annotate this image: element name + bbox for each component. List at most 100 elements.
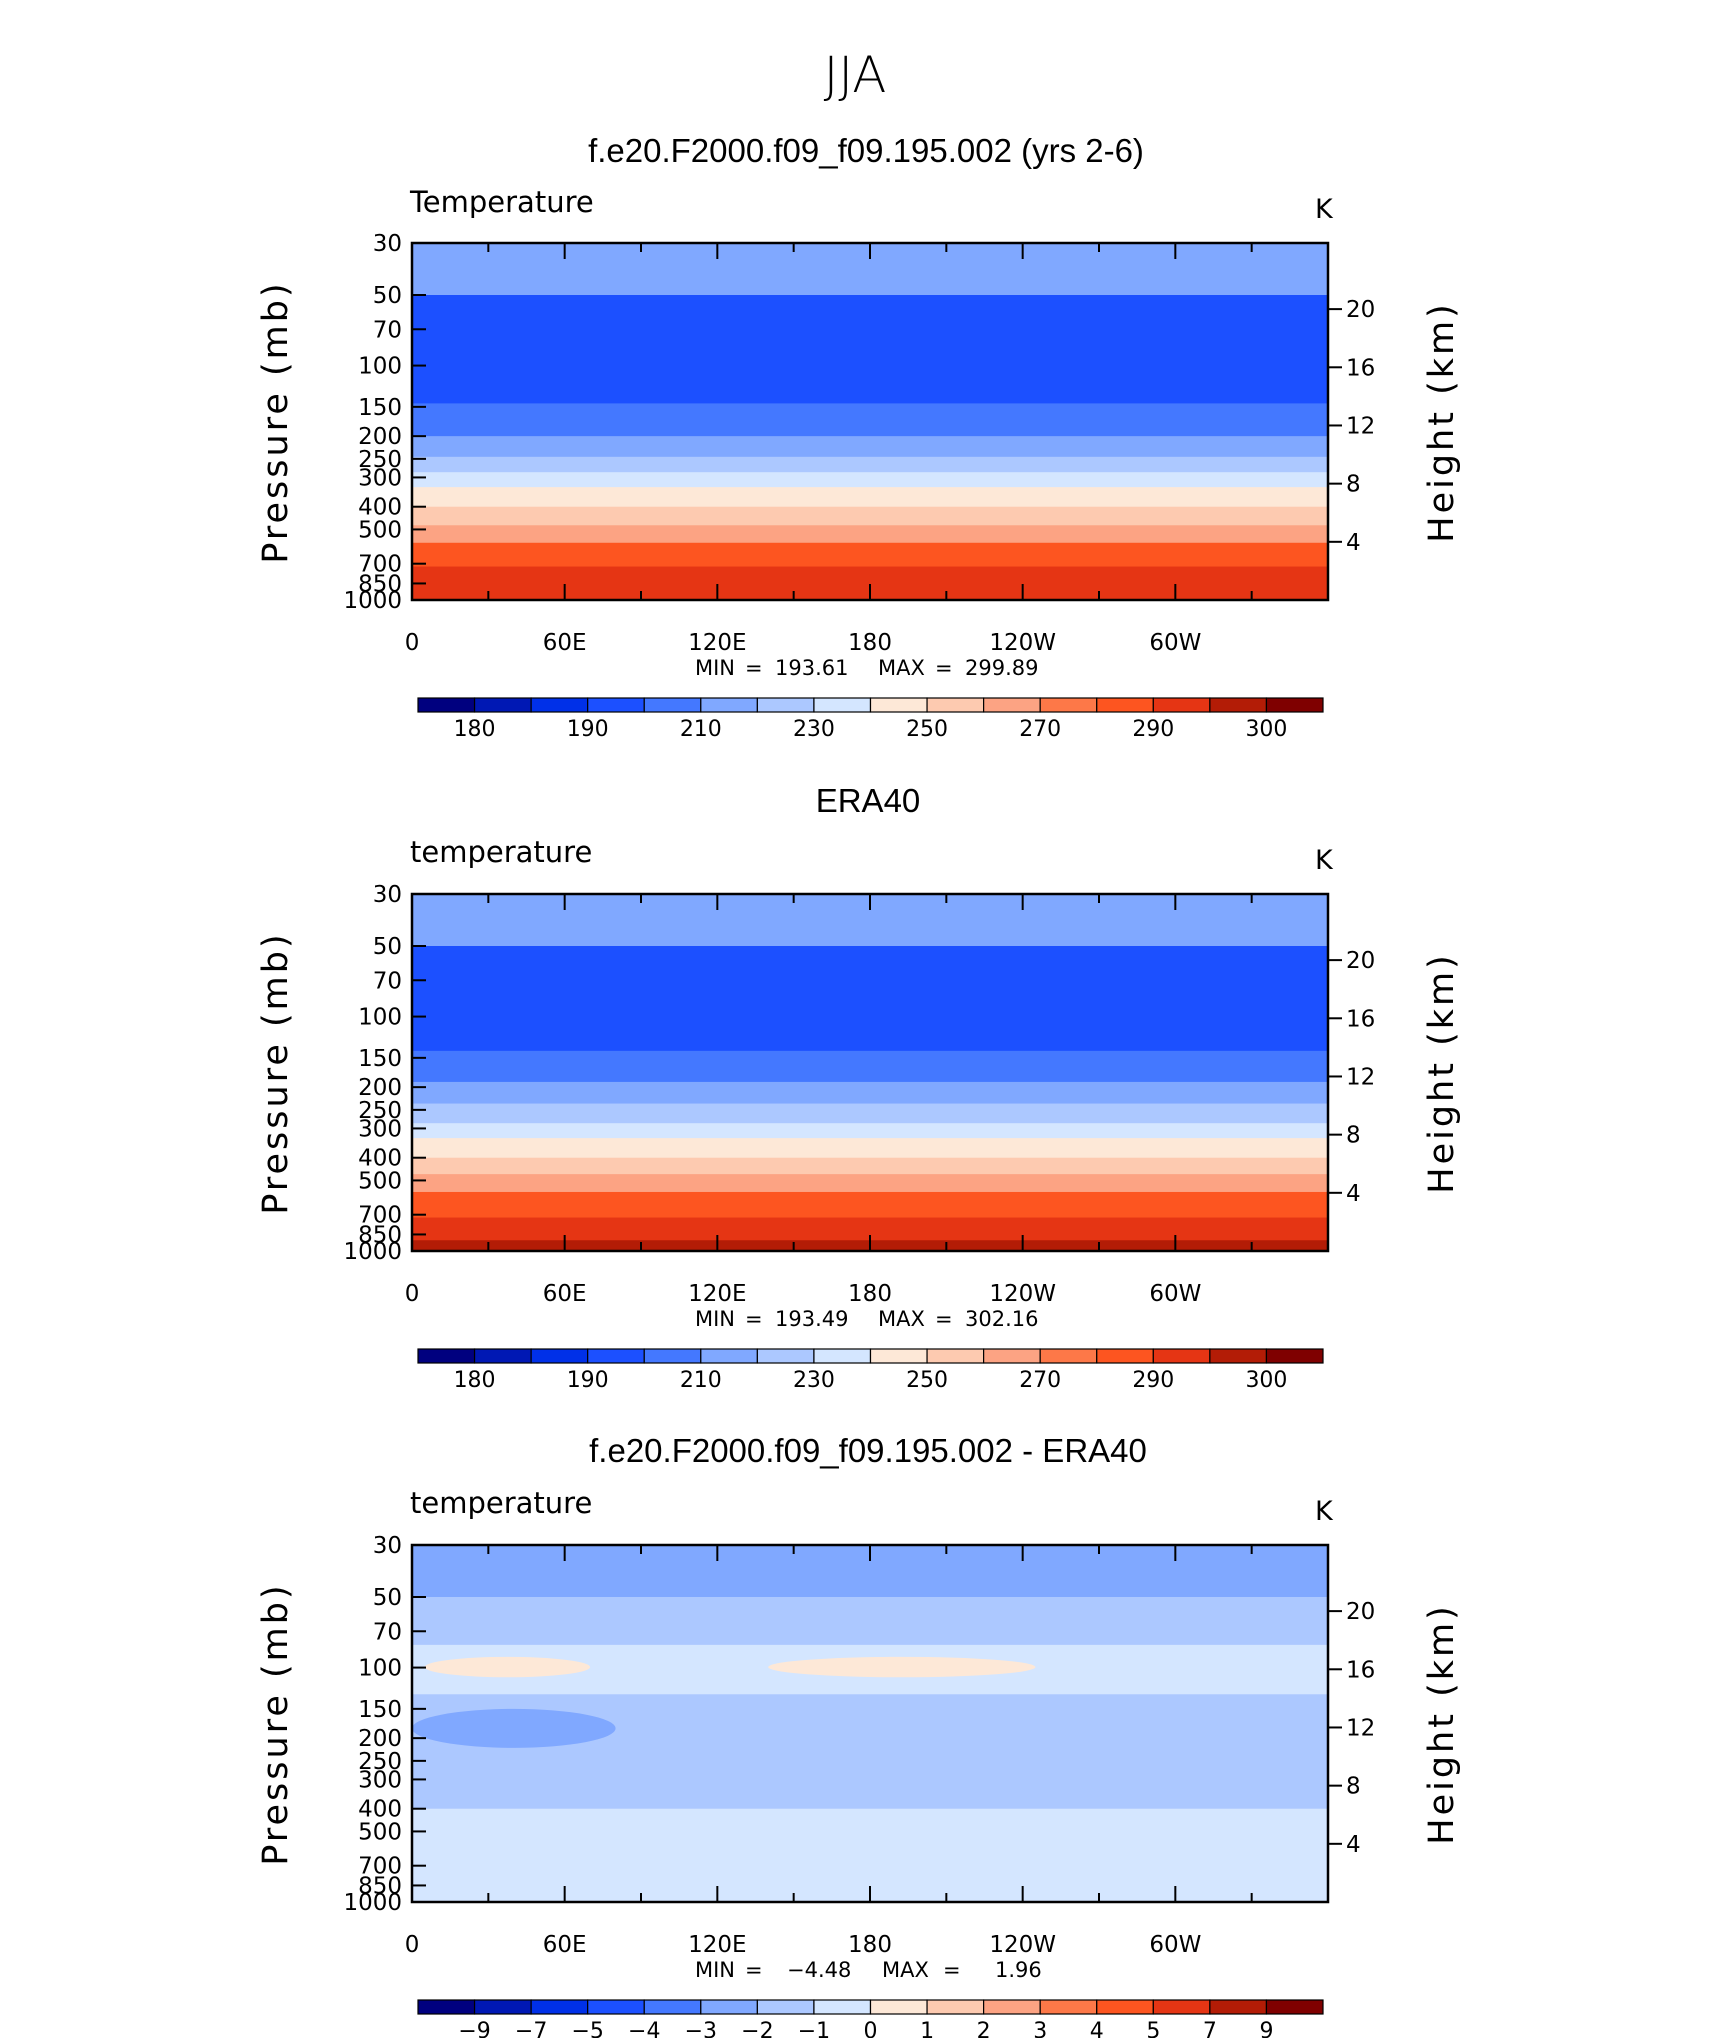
panel-3-min-label: MIN: [695, 1958, 735, 1982]
panel-1-cbar-box-6: [756, 697, 815, 713]
panel-1-band-1: [412, 295, 1328, 367]
panel-1-cbar-box-12: [1096, 697, 1154, 713]
panel-1-band-6: [412, 472, 1328, 488]
panel-2-xlabel-2: 120E: [688, 1281, 746, 1307]
panel-1-variable: Temperature: [409, 185, 594, 219]
panel-3-cbar-box-1: [473, 1999, 532, 2015]
panel-3-cbar-label-4: −3: [685, 2019, 717, 2038]
panel-1-ylabel-0: 30: [373, 231, 402, 257]
panel-3-cbar-label-13: 7: [1203, 2019, 1217, 2038]
panel-1-band-5: [412, 456, 1328, 473]
panel-3-cbar-box-10: [983, 1999, 1041, 2015]
panel-3-max-eq: =: [943, 1958, 961, 1982]
panel-3-cbar-box-2: [530, 1999, 589, 2015]
panel-3-cbar-box-14: [1209, 1999, 1268, 2015]
panel-1-xlabel-5: 60W: [1149, 630, 1201, 656]
panel-3-cbar-box-13: [1152, 1999, 1211, 2015]
panel-3-xlabel-1: 60E: [543, 1932, 587, 1958]
panel-2-min-value: 193.49: [775, 1307, 848, 1331]
panel-1-cbar-box-5: [700, 697, 758, 713]
panel-1-cbar-box-0: [417, 697, 476, 713]
panel-3-cbar-label-1: −7: [515, 2019, 547, 2038]
panel-1-title: f.e20.F2000.f09_f09.195.002 (yrs 2-6): [588, 132, 1144, 169]
panel-3-feature-0: [424, 1656, 591, 1678]
panel-2: ERA40 temperature K 0 60E 120E 180 120W 60W 30…: [256, 782, 1462, 1393]
panel-3-band-1: [412, 1597, 1328, 1646]
panel-1-band-3: [412, 403, 1328, 437]
panel-1-cbar-box-10: [983, 697, 1041, 713]
panel-2-y2label-4: 4: [1346, 1181, 1361, 1207]
panel-2-y2-label: Height (km): [1422, 952, 1462, 1194]
panel-1-ylabel-4: 150: [358, 395, 402, 421]
panel-3-ylabel-8: 400: [358, 1797, 402, 1823]
panel-2-band-8: [412, 1157, 1328, 1175]
panel-1-ylabel-8: 400: [358, 495, 402, 521]
panel-3-ylabel-0: 30: [373, 1533, 402, 1559]
panel-2-units: K: [1315, 845, 1334, 876]
panel-2-ylabel-4: 150: [358, 1046, 402, 1072]
panel-2-xlabel-0: 0: [405, 1281, 420, 1307]
panel-3-ylabel-10: 700: [358, 1854, 402, 1880]
panel-3-min-value: −4.48: [787, 1958, 851, 1982]
panel-3-cbar-box-4: [643, 1999, 702, 2015]
panel-1-colorbar: 180 190 210 230 250 270 290 300: [417, 697, 1324, 742]
panel-3-cbar-label-9: 2: [977, 2019, 991, 2038]
panel-1-cbar-box-13: [1152, 697, 1211, 713]
panel-3-y2label-3: 8: [1346, 1774, 1361, 1800]
panel-1-ylabel-6: 250: [358, 447, 402, 473]
panel-2-ylabel-8: 400: [358, 1146, 402, 1172]
panel-1-cbar-box-3: [587, 697, 645, 713]
panel-3-feature-2: [412, 1708, 616, 1748]
panel-3-cbar-label-8: 1: [920, 2019, 934, 2038]
panel-3-cbar-label-2: −5: [571, 2019, 603, 2038]
panel-1-ylabel-2: 70: [373, 317, 402, 343]
panel-2-cbar-label-2: 210: [680, 1368, 722, 1393]
panel-1-y2label-3: 8: [1346, 472, 1361, 498]
panel-1-band-4: [412, 436, 1328, 458]
panel-2-cbar-box-11: [1039, 1348, 1098, 1364]
panel-2-cbar-label-4: 250: [906, 1368, 948, 1393]
panel-3-stats: MIN = −4.48 MAX = 1.96: [695, 1958, 1042, 1982]
panel-1: f.e20.F2000.f09_f09.195.002 (yrs 2-6) Te…: [256, 132, 1462, 742]
panel-2-ylabel-11: 850: [358, 1222, 402, 1248]
panel-2-xlabel-1: 60E: [543, 1281, 587, 1307]
panel-1-cbar-label-4: 250: [906, 717, 948, 742]
panel-2-ylabel-1: 50: [373, 934, 402, 960]
panel-3-cbar-label-12: 5: [1146, 2019, 1160, 2038]
panel-3-cbar-box-6: [756, 1999, 815, 2015]
panel-1-cbar-label-0: 180: [454, 717, 496, 742]
panel-2-y2label-3: 8: [1346, 1123, 1361, 1149]
panel-1-y2label-2: 12: [1346, 413, 1375, 439]
panel-1-xlabel-4: 120W: [989, 630, 1056, 656]
panel-2-cbar-box-14: [1209, 1348, 1268, 1364]
panel-1-band-9: [412, 525, 1328, 544]
panel-3-xlabel-3: 180: [848, 1932, 892, 1958]
panel-1-ylabel-1: 50: [373, 283, 402, 309]
panel-3-cbar-box-8: [869, 1999, 928, 2015]
panel-1-xlabel-1: 60E: [543, 630, 587, 656]
panel-1-cbar-label-7: 300: [1245, 717, 1287, 742]
panel-2-cbar-box-5: [700, 1348, 758, 1364]
panel-2-band-2: [412, 1005, 1328, 1052]
panel-3-cbar-box-12: [1096, 1999, 1154, 2015]
panel-3-y2label-0: 20: [1346, 1599, 1375, 1625]
panel-3-cbar-box-11: [1039, 1999, 1098, 2015]
panel-3-band-5: [412, 1756, 1328, 1810]
panel-2-band-9: [412, 1174, 1328, 1193]
panel-2-cbar-box-3: [587, 1348, 645, 1364]
panel-2-stats: MIN = 193.49 MAX = 302.16: [695, 1307, 1038, 1331]
panel-3-ylabel-6: 250: [358, 1749, 402, 1775]
panel-2-cbar-box-6: [756, 1348, 815, 1364]
panel-1-y-label: Pressure (mb): [256, 280, 296, 563]
panel-3-xlabel-2: 120E: [688, 1932, 746, 1958]
panel-3-units: K: [1315, 1496, 1334, 1527]
panel-2-title: ERA40: [816, 782, 921, 819]
panel-1-band-8: [412, 506, 1328, 526]
panel-3-max-label: MAX: [882, 1958, 929, 1982]
panel-3: f.e20.F2000.f09_f09.195.002 - ERA40 temp…: [256, 1432, 1462, 2038]
panel-2-cbar-box-8: [869, 1348, 928, 1364]
panel-1-band-10: [412, 542, 1328, 568]
panel-2-cbar-label-6: 290: [1132, 1368, 1174, 1393]
panel-2-colorbar: 180 190 210 230 250 270 290 300: [417, 1348, 1324, 1393]
